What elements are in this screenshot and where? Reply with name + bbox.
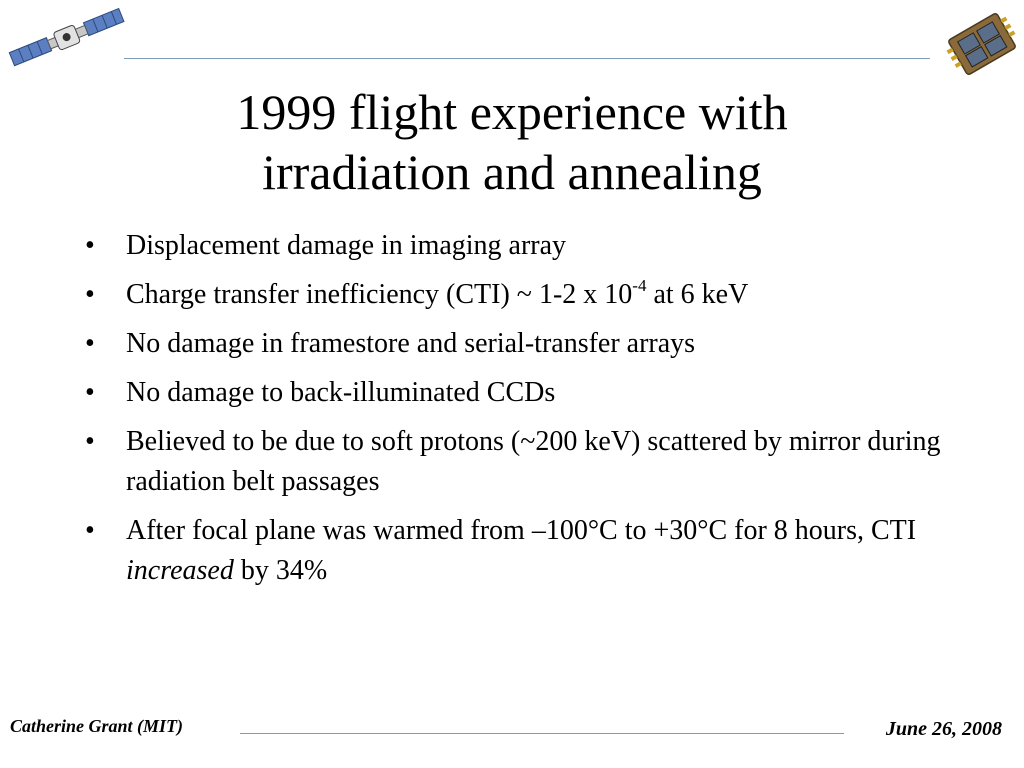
bullet-glyph: • xyxy=(85,328,95,359)
title-line-1: 1999 flight experience with xyxy=(236,84,788,140)
bullet-item: • No damage in framestore and serial-tra… xyxy=(82,324,962,364)
footer-date: June 26, 2008 xyxy=(885,718,1002,740)
bullet-item: • Believed to be due to soft protons (~2… xyxy=(82,422,962,502)
bullet-glyph: • xyxy=(85,377,95,408)
footer-rule xyxy=(240,733,844,734)
satellite-icon xyxy=(8,7,125,67)
footer-author: Catherine Grant (MIT) xyxy=(10,716,184,736)
bullet-glyph: • xyxy=(85,426,95,457)
bullet-text-pre: Charge transfer inefficiency (CTI) ~ 1-2… xyxy=(126,279,633,310)
bullet-text-post: by 34% xyxy=(233,555,328,586)
bullet-text: Displacement damage in imaging array xyxy=(126,230,567,261)
bullet-text: Believed to be due to soft protons (~200… xyxy=(126,426,941,497)
emphasis-text: increased xyxy=(126,555,234,586)
exponent: -4 xyxy=(632,275,647,295)
bullet-glyph: • xyxy=(85,230,95,261)
bullet-item: • No damage to back-illuminated CCDs xyxy=(82,373,962,413)
slide-title: 1999 flight experience with irradiation … xyxy=(0,82,1024,202)
bullet-text: Charge transfer inefficiency (CTI) ~ 1-2… xyxy=(126,275,749,310)
bullet-item: • Displacement damage in imaging array xyxy=(82,226,962,266)
ccd-chip-icon xyxy=(946,13,1016,75)
bullet-item: • After focal plane was warmed from –100… xyxy=(82,511,962,591)
bullet-glyph: • xyxy=(85,279,95,310)
title-line-2: irradiation and annealing xyxy=(262,144,762,200)
bullet-item: • Charge transfer inefficiency (CTI) ~ 1… xyxy=(82,275,962,315)
bullet-text-pre: After focal plane was warmed from –100°C… xyxy=(126,515,917,546)
bullet-list: • Displacement damage in imaging array •… xyxy=(82,226,962,600)
bullet-glyph: • xyxy=(85,515,95,546)
bullet-text-post: at 6 keV xyxy=(646,279,749,310)
header-rule xyxy=(124,58,930,59)
bullet-text: No damage in framestore and serial-trans… xyxy=(126,328,696,359)
bullet-text: After focal plane was warmed from –100°C… xyxy=(126,515,916,586)
bullet-text: No damage to back-illuminated CCDs xyxy=(126,377,556,408)
